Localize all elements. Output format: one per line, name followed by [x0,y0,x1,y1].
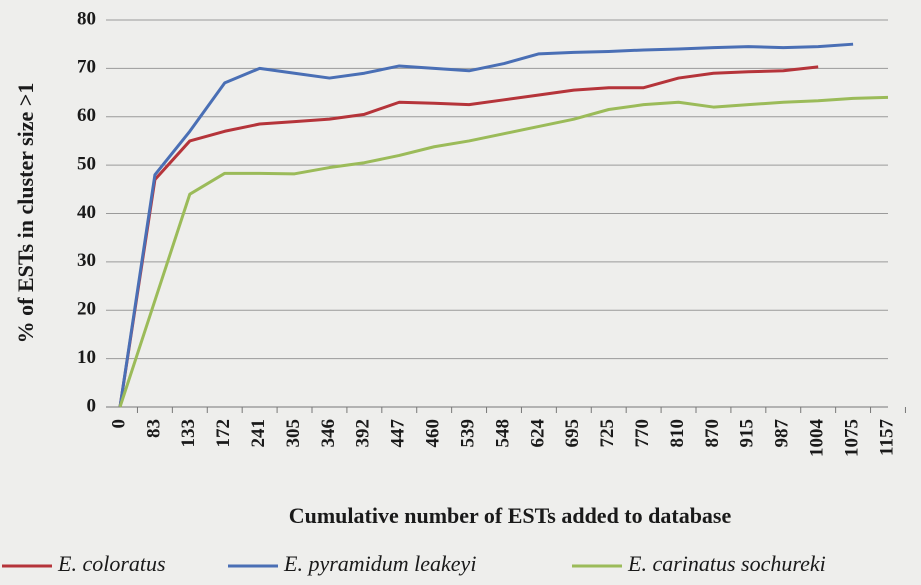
x-tick-label: 548 [492,419,513,448]
x-tick-label: 133 [178,419,199,448]
y-tick-label: 50 [77,153,96,174]
y-axis-title: % of ESTs in cluster size >1 [13,83,38,344]
y-tick-label: 40 [77,202,96,223]
y-tick-label: 70 [77,57,96,78]
series-line [118,42,854,408]
x-axis-title: Cumulative number of ESTs added to datab… [289,503,732,528]
x-tick-label: 987 [772,419,793,448]
x-tick-label: 810 [667,419,688,448]
x-tick-label: 392 [353,419,374,448]
legend-label: E. carinatus sochureki [627,551,826,576]
x-tick-label: 770 [632,419,653,448]
x-tick-label: 346 [318,419,339,448]
x-tick-label: 1075 [841,419,862,457]
x-tick-label: 725 [597,419,618,448]
y-tick-label: 10 [77,347,96,368]
x-tick-label: 83 [143,419,164,438]
x-tick-label: 624 [527,419,548,448]
x-tick-label: 695 [562,419,583,448]
legend-label: E. coloratus [57,551,166,576]
x-tick-label: 0 [108,419,129,429]
x-tick-label: 915 [737,419,758,448]
y-tick-label: 30 [77,250,96,271]
x-tick-label: 447 [388,419,409,448]
x-tick-label: 305 [283,419,304,448]
y-tick-label: 0 [87,395,97,416]
x-tick-label: 539 [457,419,478,448]
series-line [118,65,819,408]
legend-label: E. pyramidum leakeyi [283,551,476,576]
x-tick-label: 241 [248,419,269,448]
y-tick-label: 60 [77,105,96,126]
y-tick-label: 80 [77,8,96,29]
x-tick-label: 460 [423,419,444,448]
x-tick-label: 1157 [876,419,897,456]
x-tick-label: 870 [702,419,723,448]
x-tick-label: 1004 [807,419,828,458]
x-tick-label: 172 [213,419,234,448]
y-tick-label: 20 [77,299,96,320]
series-line [118,95,889,408]
